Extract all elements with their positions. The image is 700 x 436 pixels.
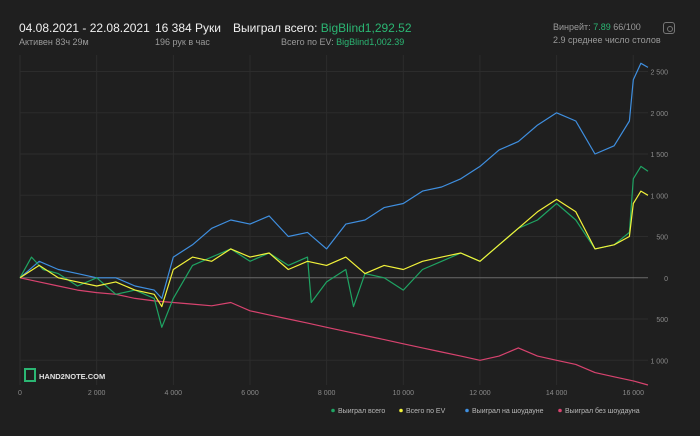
y-tick-label: 2 000 bbox=[650, 111, 668, 118]
y-tick-label: 1 500 bbox=[650, 152, 668, 159]
legend-label-showdown: Выиграл на шоудауне bbox=[472, 408, 544, 415]
x-tick-label: 2 000 bbox=[88, 390, 106, 397]
series-line-ev bbox=[19, 190, 649, 308]
series-line-nonshowdown bbox=[19, 277, 649, 386]
winrate-suffix: 66/100 bbox=[613, 22, 641, 32]
legend-marker-ev bbox=[399, 408, 403, 413]
won-total: Выиграл всего: BigBlind1,292.52 bbox=[233, 21, 412, 35]
winrate: Винрейт: 7.89 66/100 bbox=[553, 22, 641, 32]
ev-label: Всего по EV: bbox=[281, 37, 334, 47]
x-tick-label: 6 000 bbox=[241, 390, 259, 397]
won-label: Выиграл всего: bbox=[233, 21, 318, 35]
winrate-label: Винрейт: bbox=[553, 22, 591, 32]
legend-marker-won bbox=[331, 408, 335, 413]
y-tick-label: 1 000 bbox=[650, 358, 668, 365]
series-line-won bbox=[19, 165, 649, 328]
x-tick-label: 10 000 bbox=[393, 390, 415, 397]
legend-label-ev: Всего по EV bbox=[406, 408, 446, 415]
winrate-value: 7.89 bbox=[593, 22, 611, 32]
series-lines bbox=[19, 62, 649, 386]
logo: HAND2NOTE.COM bbox=[24, 368, 105, 382]
y-tick-label: 2 500 bbox=[650, 70, 668, 77]
date-range: 04.08.2021 - 22.08.2021 bbox=[19, 21, 150, 35]
axes: 0 2 000 4 000 6 000 8 000 10 000 12 000 14 000 1… bbox=[18, 70, 668, 398]
y-tick-label: 500 bbox=[656, 235, 668, 242]
legend-marker-showdown bbox=[465, 408, 469, 413]
x-tick-label: 4 000 bbox=[165, 390, 183, 397]
legend: Выиграл всего Всего по EV Выиграл на шоуда… bbox=[331, 407, 640, 415]
grid bbox=[19, 55, 648, 385]
legend-label-nonshowdown: Выиграл без шоудауна bbox=[565, 407, 640, 415]
x-tick-label: 8 000 bbox=[318, 390, 336, 397]
logo-text: HAND2NOTE.COM bbox=[39, 372, 105, 381]
average-tables: 2.9 среднее число столов bbox=[553, 35, 661, 45]
legend-marker-nonshowdown bbox=[558, 408, 562, 413]
won-value: BigBlind1,292.52 bbox=[320, 21, 412, 35]
ev-total: Всего по EV: BigBlind1,002.39 bbox=[281, 37, 404, 47]
active-time: Активен 83ч 29м bbox=[19, 37, 89, 47]
x-tick-label: 12 000 bbox=[469, 390, 491, 397]
y-tick-label: 500 bbox=[656, 317, 668, 324]
x-tick-label: 0 bbox=[18, 390, 22, 397]
instagram-icon[interactable] bbox=[663, 22, 675, 34]
hands-per-hour: 196 рук в час bbox=[155, 37, 210, 47]
ev-value: BigBlind1,002.39 bbox=[336, 37, 405, 47]
y-tick-label: 0 bbox=[664, 276, 668, 283]
logo-icon bbox=[24, 368, 36, 382]
legend-label-won: Выиграл всего bbox=[338, 408, 385, 415]
hands-count: 16 384 Руки bbox=[155, 21, 221, 35]
x-tick-label: 16 000 bbox=[623, 390, 645, 397]
header: 04.08.2021 - 22.08.2021 Активен 83ч 29м … bbox=[0, 0, 700, 52]
x-tick-label: 14 000 bbox=[546, 390, 568, 397]
series-line-showdown bbox=[19, 62, 649, 299]
y-tick-label: 1 000 bbox=[650, 193, 668, 200]
